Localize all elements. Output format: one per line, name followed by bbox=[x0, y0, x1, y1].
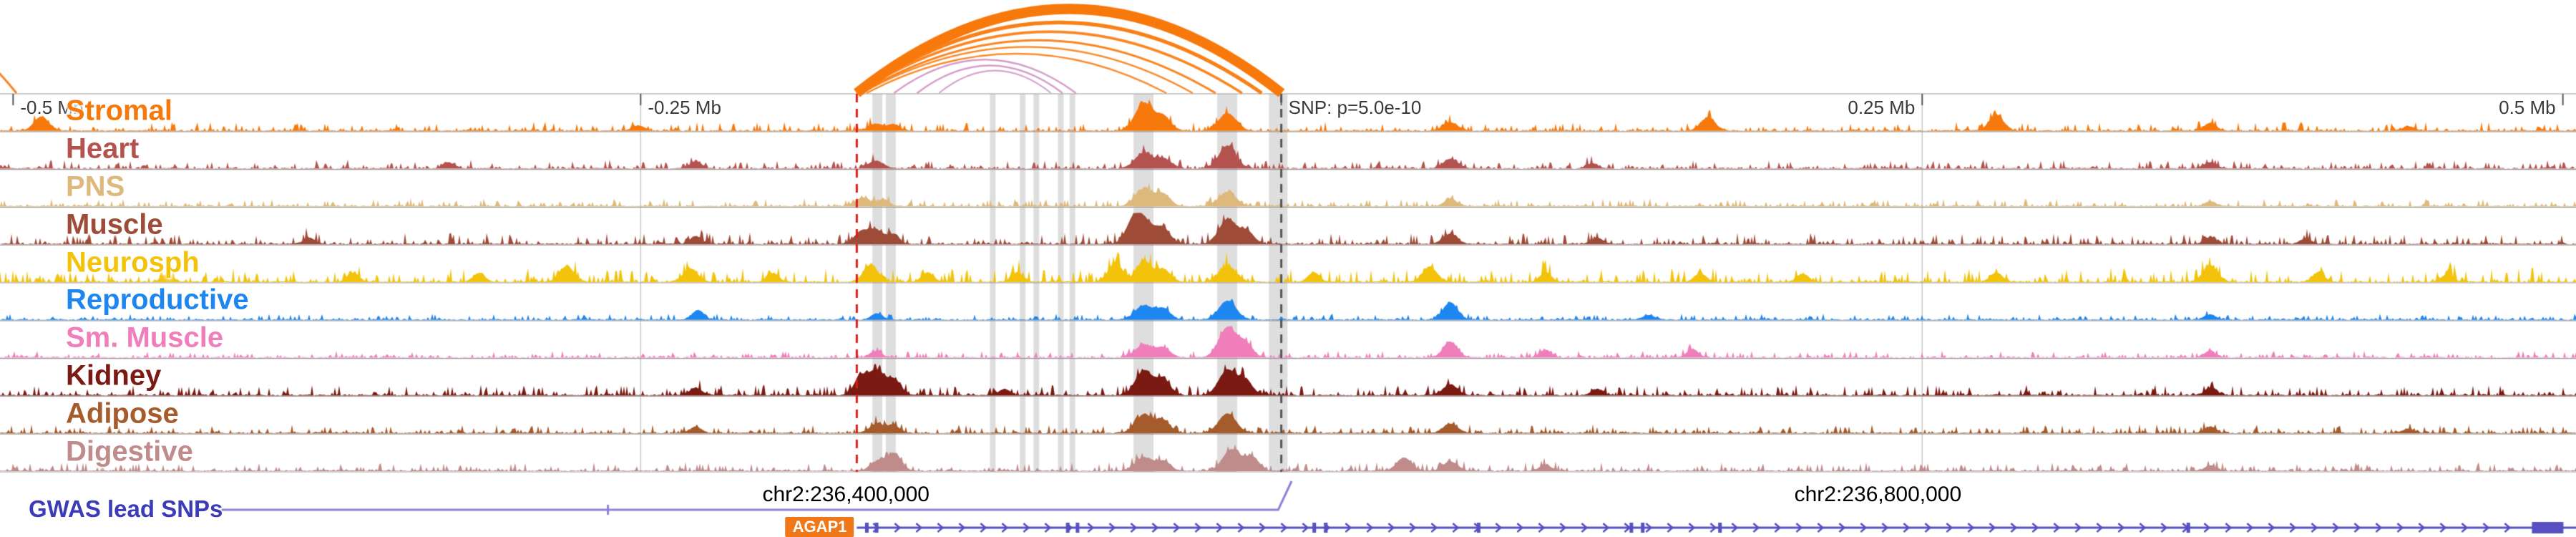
gene-label-agap1[interactable]: AGAP1 bbox=[785, 517, 854, 537]
track-label-adipose[interactable]: Adipose bbox=[66, 397, 179, 430]
track-label-reproductive[interactable]: Reproductive bbox=[66, 284, 249, 316]
track-label-sm-muscle[interactable]: Sm. Muscle bbox=[66, 321, 224, 354]
axis-label-0-25mb: 0.25 Mb bbox=[1848, 97, 1916, 118]
track-label-heart[interactable]: Heart bbox=[66, 132, 140, 165]
coordinate-label-right: chr2:236,800,000 bbox=[1794, 483, 1962, 506]
track-label-pns[interactable]: PNS bbox=[66, 170, 125, 203]
axis-label-neg-0-5mb: -0.5 Mb bbox=[20, 97, 84, 118]
axis-label-0-5mb: 0.5 Mb bbox=[2499, 97, 2556, 118]
track-label-digestive[interactable]: Digestive bbox=[66, 435, 193, 468]
track-label-muscle[interactable]: Muscle bbox=[66, 208, 163, 241]
track-label-stromal[interactable]: Stromal bbox=[66, 95, 172, 127]
track-label-neurosph[interactable]: Neurosph bbox=[66, 246, 200, 279]
track-label-kidney[interactable]: Kidney bbox=[66, 359, 162, 392]
axis-label-neg-0-25mb: -0.25 Mb bbox=[648, 97, 721, 118]
coordinate-label-left: chr2:236,400,000 bbox=[762, 483, 930, 506]
snp-pvalue-label: SNP: p=5.0e-10 bbox=[1288, 97, 1422, 118]
gwas-lead-snps-label[interactable]: GWAS lead SNPs bbox=[29, 495, 223, 522]
